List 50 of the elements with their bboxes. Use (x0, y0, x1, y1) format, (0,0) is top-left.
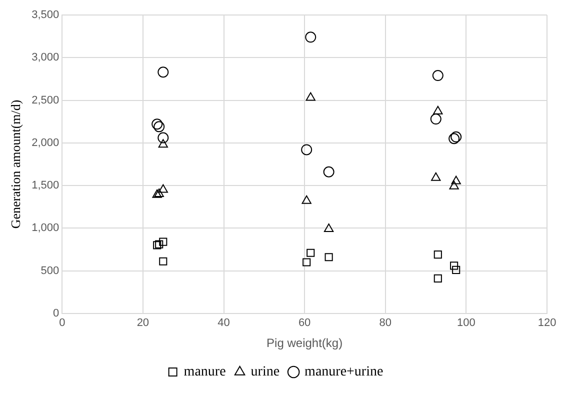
x-tick-label: 80 (379, 317, 392, 330)
point (158, 66, 169, 78)
point (306, 92, 316, 101)
point (324, 253, 333, 262)
y-tick-label: 1,500 (32, 180, 60, 192)
y-tick-label: 0 (53, 307, 60, 320)
x-tick-label: 40 (218, 317, 230, 330)
point (433, 106, 443, 114)
point (449, 180, 459, 190)
point (158, 184, 168, 193)
point (301, 144, 312, 156)
x-tick-label: 120 (538, 317, 556, 330)
point (434, 250, 442, 259)
point (159, 238, 168, 246)
x-tick-label: 60 (298, 317, 311, 330)
legend-label: urine (250, 364, 280, 380)
point (154, 121, 165, 132)
y-tick-label: 2,500 (32, 94, 60, 106)
y-tick-label: 1,000 (32, 222, 60, 234)
point (450, 262, 458, 270)
point (154, 188, 164, 198)
point (153, 241, 162, 250)
point (152, 118, 163, 130)
point (152, 189, 162, 198)
point (306, 248, 315, 257)
y-tick-label: 500 (40, 264, 60, 277)
point (302, 195, 312, 204)
y-tick-label: 3,500 (32, 9, 60, 22)
point (434, 274, 442, 282)
point (302, 258, 311, 266)
point (159, 257, 168, 266)
point (305, 32, 316, 43)
x-axis-title: Pig weight(kg) (266, 336, 343, 350)
point (430, 114, 442, 125)
point (158, 132, 169, 144)
point (324, 223, 334, 232)
point (451, 176, 461, 184)
point (452, 266, 460, 274)
point (323, 166, 334, 178)
legend-label: manure+urine (304, 364, 384, 380)
y-tick-label: 2,000 (32, 136, 60, 149)
point (431, 172, 441, 181)
x-tick-label: 100 (457, 317, 476, 330)
y-axis-title: Generation amount(m/d) (8, 100, 24, 229)
x-tick-label: 20 (136, 317, 150, 330)
point (432, 70, 444, 82)
point (158, 139, 168, 148)
legend-label: manure (184, 364, 226, 380)
y-tick-label: 3,000 (32, 52, 60, 64)
point (155, 240, 164, 248)
